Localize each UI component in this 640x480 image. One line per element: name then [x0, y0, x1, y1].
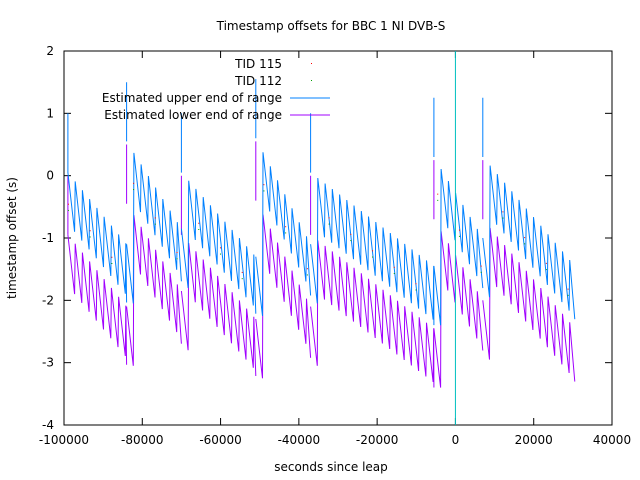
series-point-tid-112 [198, 228, 200, 230]
legend-label: Estimated lower end of range [104, 108, 282, 122]
series-point-tid-115 [89, 230, 91, 232]
series-point-tid-112 [545, 269, 547, 271]
y-tick-label: -2 [42, 293, 54, 307]
series-point-tid-115 [458, 229, 460, 231]
y-tick-label: -3 [42, 356, 54, 370]
series-point-tid-112 [241, 278, 243, 280]
series-point-tid-115 [154, 217, 156, 219]
series-point-tid-112 [458, 235, 460, 237]
series-point-tid-115 [133, 182, 135, 184]
series-point-tid-112 [306, 274, 308, 276]
x-tick-label: -40000 [278, 433, 321, 447]
plot-area: -100000 -80000 -60000 -40000 -20000 0 20000 400… [39, 44, 631, 447]
series-point-tid-112 [285, 232, 287, 234]
x-tick-label: -20000 [356, 433, 399, 447]
series-point-tid-115 [198, 222, 200, 224]
legend-sample-point [311, 63, 312, 64]
x-tick-label: -80000 [121, 433, 164, 447]
x-tick-label: 40000 [593, 433, 631, 447]
series-point-tid-115 [524, 237, 526, 239]
series-upper-range-line [67, 79, 576, 326]
series-point-tid-115 [480, 265, 482, 267]
series-point-tid-112 [328, 223, 330, 225]
series-point-tid-112 [111, 262, 113, 264]
series-point-tid-115 [567, 288, 569, 290]
series-point-tid-115 [328, 217, 330, 219]
series-point-tid-115 [285, 226, 287, 228]
y-axis-ticks: -4 -3 -2 -1 0 1 2 [42, 44, 612, 432]
series-point-tid-112 [524, 243, 526, 245]
x-axis-label: seconds since leap [274, 460, 388, 474]
series-point-tid-115 [545, 262, 547, 264]
chart-title: Timestamp offsets for BBC 1 NI DVB-S [216, 19, 446, 33]
series-point-tid-112 [219, 253, 221, 255]
y-tick-label: -1 [42, 231, 54, 245]
x-tick-label: 0 [452, 433, 460, 447]
series-point-tid-112 [176, 258, 178, 260]
series-point-tid-112 [372, 256, 374, 258]
legend-sample-point [311, 80, 312, 81]
y-tick-label: -4 [42, 418, 54, 432]
legend-label: TID 112 [234, 74, 282, 88]
series-point-tid-115 [263, 184, 265, 186]
series-point-tid-112 [502, 217, 504, 219]
series-point-tid-115 [415, 283, 417, 285]
legend-label: TID 115 [234, 57, 282, 71]
series-layer [67, 79, 576, 388]
series-point-tid-115 [393, 266, 395, 268]
series-point-tid-115 [437, 193, 439, 195]
x-axis-ticks: -100000 -80000 -60000 -40000 -20000 0 20000 400… [39, 51, 631, 447]
y-tick-label: 0 [46, 169, 54, 183]
series-point-tid-112 [154, 223, 156, 225]
series-point-tid-112 [567, 294, 569, 296]
series-point-tid-112 [350, 240, 352, 242]
y-tick-label: 1 [46, 106, 54, 120]
series-point-tid-115 [350, 233, 352, 235]
series-point-tid-115 [111, 256, 113, 258]
series-point-tid-112 [133, 189, 135, 191]
series-point-tid-112 [393, 273, 395, 275]
series-point-tid-115 [67, 203, 69, 205]
y-axis-label: timestamp offset (s) [5, 177, 19, 299]
x-tick-label: -60000 [199, 433, 242, 447]
series-point-tid-115 [372, 250, 374, 252]
series-point-tid-115 [219, 247, 221, 249]
series-point-tid-112 [480, 271, 482, 273]
series-point-tid-112 [67, 209, 69, 211]
series-point-tid-112 [263, 190, 265, 192]
x-tick-label: 20000 [515, 433, 553, 447]
series-point-tid-112 [89, 236, 91, 238]
series-point-tid-115 [241, 271, 243, 273]
series-point-tid-112 [415, 289, 417, 291]
series-point-tid-115 [306, 268, 308, 270]
legend-label: Estimated upper end of range [102, 91, 282, 105]
series-point-tid-112 [437, 199, 439, 201]
series-lower-range-line [67, 141, 576, 388]
y-tick-label: 2 [46, 44, 54, 58]
series-point-tid-115 [176, 252, 178, 254]
series-point-tid-115 [502, 211, 504, 213]
legend: TID 115 TID 112 Estimated upper end of ran… [102, 57, 330, 122]
x-tick-label: -100000 [39, 433, 89, 447]
